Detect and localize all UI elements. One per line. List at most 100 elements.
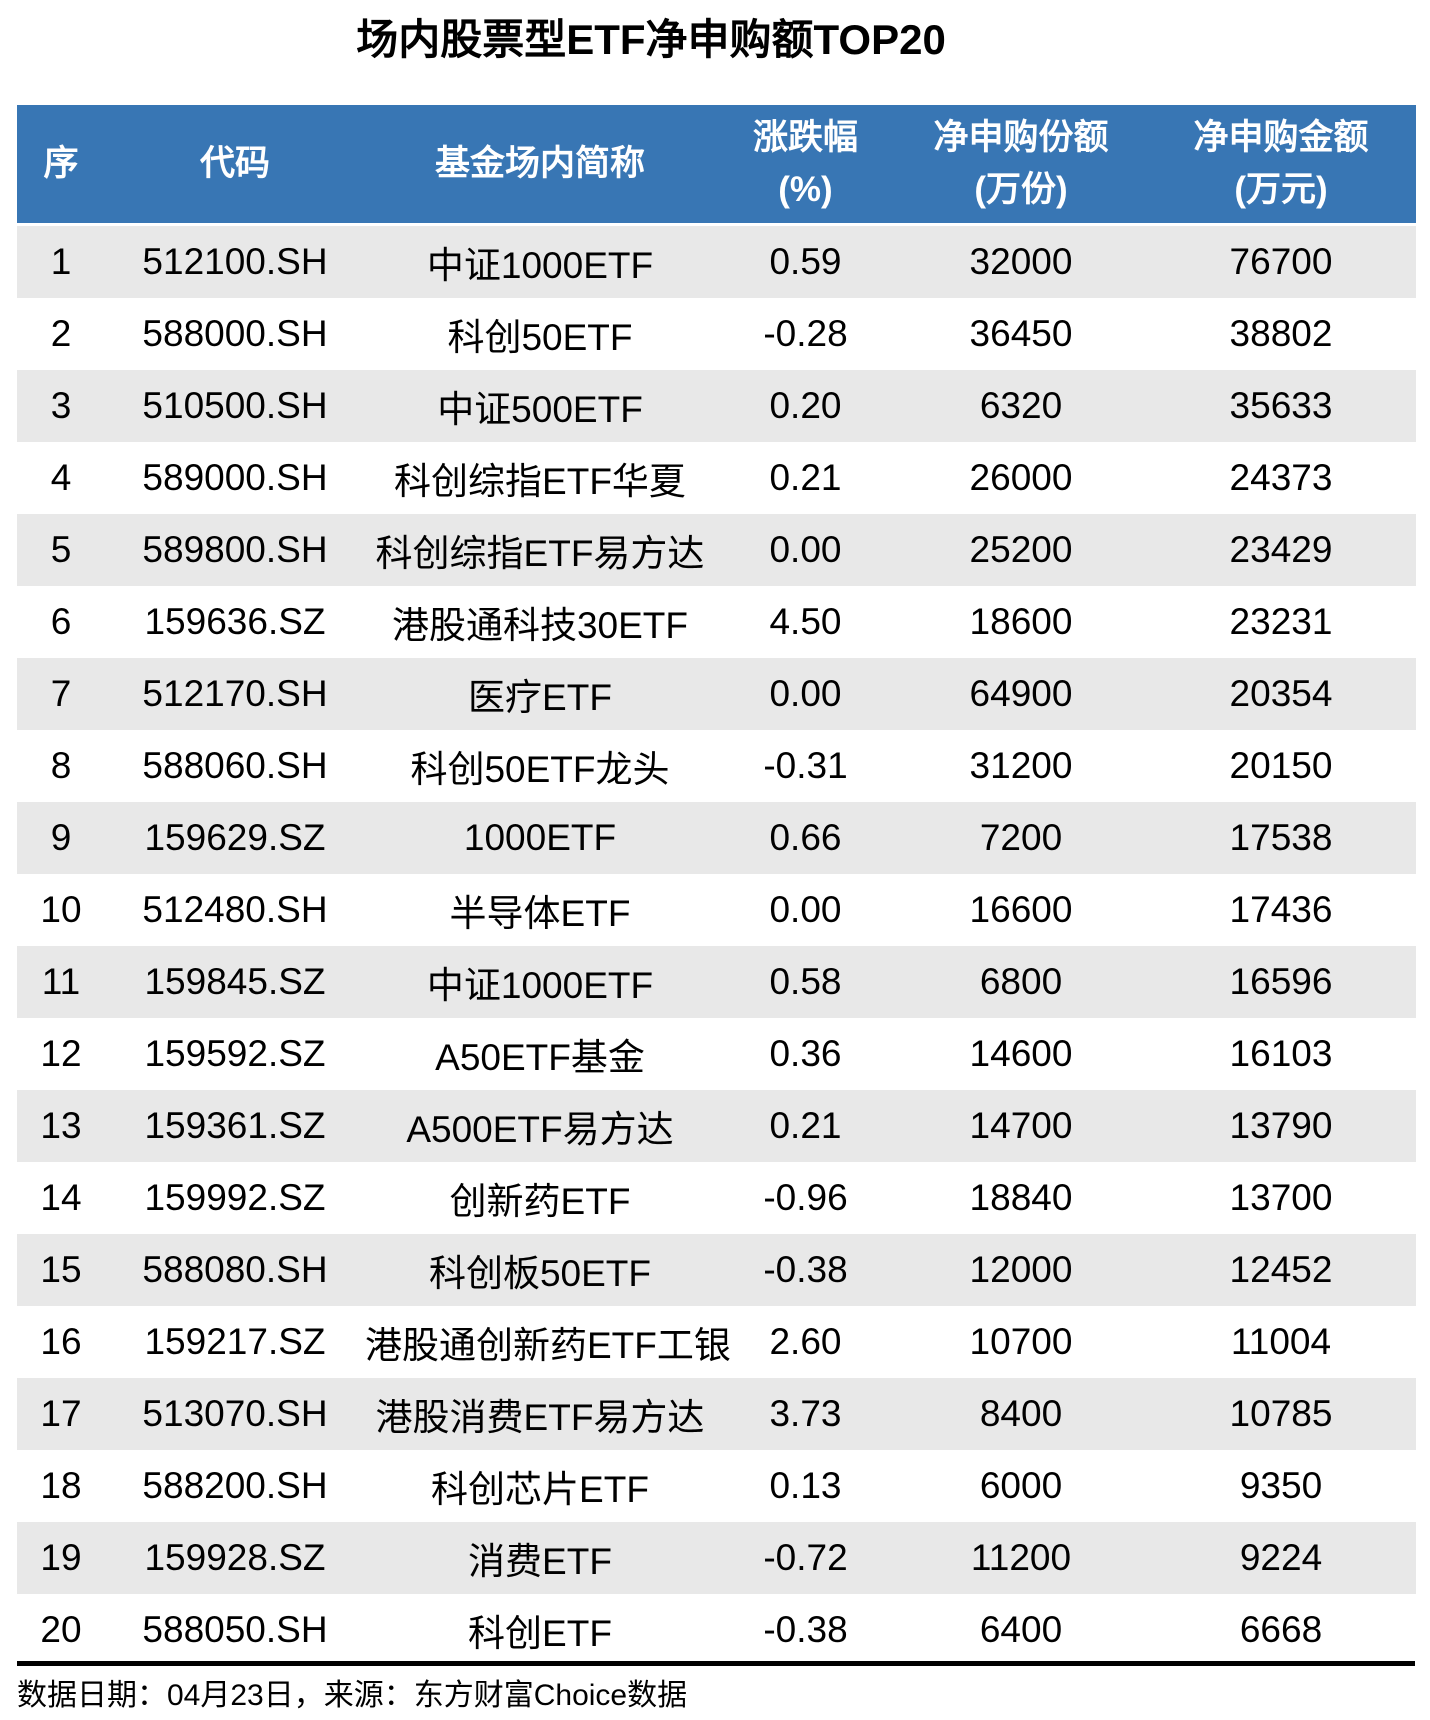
cell-net-shares: 11200 (896, 1522, 1146, 1594)
cell-code: 159361.SZ (105, 1090, 365, 1162)
table-row: 20 588050.SH 科创ETF -0.38 6400 6668 (17, 1594, 1416, 1666)
table-row: 2 588000.SH 科创50ETF -0.28 36450 38802 (17, 298, 1416, 370)
cell-net-amount: 38802 (1146, 298, 1416, 370)
cell-change-pct: 0.36 (715, 1018, 896, 1090)
cell-rank: 15 (17, 1234, 105, 1306)
cell-code: 159629.SZ (105, 802, 365, 874)
cell-net-shares: 6000 (896, 1450, 1146, 1522)
etf-table-body: 1 512100.SH 中证1000ETF 0.59 32000 76700 2… (17, 224, 1416, 1666)
cell-code: 588200.SH (105, 1450, 365, 1522)
cell-rank: 20 (17, 1594, 105, 1666)
cell-fund-name: 港股消费ETF易方达 (365, 1378, 715, 1450)
cell-rank: 17 (17, 1378, 105, 1450)
cell-change-pct: 0.13 (715, 1450, 896, 1522)
cell-change-pct: -0.28 (715, 298, 896, 370)
cell-code: 159928.SZ (105, 1522, 365, 1594)
col-header-rank: 序 (17, 105, 105, 226)
table-row: 10 512480.SH 半导体ETF 0.00 16600 17436 (17, 874, 1416, 946)
table-row: 6 159636.SZ 港股通科技30ETF 4.50 18600 23231 (17, 586, 1416, 658)
cell-net-amount: 13700 (1146, 1162, 1416, 1234)
cell-net-amount: 9350 (1146, 1450, 1416, 1522)
cell-fund-name: 科创综指ETF易方达 (365, 514, 715, 586)
cell-change-pct: -0.38 (715, 1594, 896, 1666)
cell-change-pct: 3.73 (715, 1378, 896, 1450)
cell-net-shares: 16600 (896, 874, 1146, 946)
table-row: 5 589800.SH 科创综指ETF易方达 0.00 25200 23429 (17, 514, 1416, 586)
cell-net-shares: 64900 (896, 658, 1146, 730)
cell-rank: 3 (17, 370, 105, 442)
cell-code: 510500.SH (105, 370, 365, 442)
cell-net-shares: 31200 (896, 730, 1146, 802)
cell-fund-name: 港股通科技30ETF (365, 586, 715, 658)
cell-net-shares: 36450 (896, 298, 1146, 370)
cell-change-pct: 0.00 (715, 874, 896, 946)
cell-net-shares: 10700 (896, 1306, 1146, 1378)
cell-code: 512480.SH (105, 874, 365, 946)
cell-code: 159592.SZ (105, 1018, 365, 1090)
cell-net-shares: 7200 (896, 802, 1146, 874)
cell-fund-name: 科创芯片ETF (365, 1450, 715, 1522)
table-row: 7 512170.SH 医疗ETF 0.00 64900 20354 (17, 658, 1416, 730)
table-row: 8 588060.SH 科创50ETF龙头 -0.31 31200 20150 (17, 730, 1416, 802)
cell-rank: 12 (17, 1018, 105, 1090)
cell-net-shares: 26000 (896, 442, 1146, 514)
table-row: 9 159629.SZ 1000ETF 0.66 7200 17538 (17, 802, 1416, 874)
cell-rank: 13 (17, 1090, 105, 1162)
cell-net-shares: 8400 (896, 1378, 1146, 1450)
cell-net-shares: 6400 (896, 1594, 1146, 1666)
cell-change-pct: 0.21 (715, 442, 896, 514)
cell-rank: 6 (17, 586, 105, 658)
cell-net-amount: 16103 (1146, 1018, 1416, 1090)
page-title: 场内股票型ETF净申购额TOP20 (356, 16, 946, 63)
cell-rank: 10 (17, 874, 105, 946)
cell-code: 588000.SH (105, 298, 365, 370)
cell-fund-name: 半导体ETF (365, 874, 715, 946)
cell-rank: 16 (17, 1306, 105, 1378)
cell-rank: 7 (17, 658, 105, 730)
cell-change-pct: -0.96 (715, 1162, 896, 1234)
table-row: 14 159992.SZ 创新药ETF -0.96 18840 13700 (17, 1162, 1416, 1234)
cell-change-pct: 0.20 (715, 370, 896, 442)
cell-code: 512170.SH (105, 658, 365, 730)
cell-fund-name: 医疗ETF (365, 658, 715, 730)
cell-net-amount: 23429 (1146, 514, 1416, 586)
table-row: 13 159361.SZ A500ETF易方达 0.21 14700 13790 (17, 1090, 1416, 1162)
cell-net-amount: 9224 (1146, 1522, 1416, 1594)
cell-fund-name: A500ETF易方达 (365, 1090, 715, 1162)
cell-change-pct: -0.72 (715, 1522, 896, 1594)
cell-net-shares: 32000 (896, 224, 1146, 298)
cell-fund-name: 科创50ETF (365, 298, 715, 370)
cell-change-pct: -0.31 (715, 730, 896, 802)
table-row: 1 512100.SH 中证1000ETF 0.59 32000 76700 (17, 224, 1416, 298)
cell-rank: 14 (17, 1162, 105, 1234)
cell-net-shares: 18600 (896, 586, 1146, 658)
cell-change-pct: -0.38 (715, 1234, 896, 1306)
cell-fund-name: 中证500ETF (365, 370, 715, 442)
cell-change-pct: 0.66 (715, 802, 896, 874)
cell-net-amount: 76700 (1146, 224, 1416, 298)
etf-table: 序 代码 基金场内简称 涨跌幅 (%) 净申购份额 (万份) (17, 105, 1416, 1666)
col-header-net-shares-unit: (万份) (974, 170, 1068, 209)
cell-net-amount: 12452 (1146, 1234, 1416, 1306)
cell-net-amount: 6668 (1146, 1594, 1416, 1666)
cell-net-amount: 35633 (1146, 370, 1416, 442)
cell-fund-name: 1000ETF (365, 802, 715, 874)
etf-table-header: 序 代码 基金场内简称 涨跌幅 (%) 净申购份额 (万份) (17, 105, 1416, 226)
cell-rank: 2 (17, 298, 105, 370)
cell-fund-name: 科创综指ETF华夏 (365, 442, 715, 514)
cell-code: 588080.SH (105, 1234, 365, 1306)
cell-net-shares: 14600 (896, 1018, 1146, 1090)
cell-net-amount: 20150 (1146, 730, 1416, 802)
cell-fund-name: 科创ETF (365, 1594, 715, 1666)
cell-code: 512100.SH (105, 224, 365, 298)
cell-code: 159992.SZ (105, 1162, 365, 1234)
table-row: 12 159592.SZ A50ETF基金 0.36 14600 16103 (17, 1018, 1416, 1090)
table-row: 19 159928.SZ 消费ETF -0.72 11200 9224 (17, 1522, 1416, 1594)
cell-fund-name: 消费ETF (365, 1522, 715, 1594)
cell-change-pct: 2.60 (715, 1306, 896, 1378)
cell-code: 159636.SZ (105, 586, 365, 658)
cell-net-amount: 13790 (1146, 1090, 1416, 1162)
col-header-net-amount-unit: (万元) (1234, 170, 1328, 209)
cell-net-amount: 20354 (1146, 658, 1416, 730)
header-row: 序 代码 基金场内简称 涨跌幅 (%) 净申购份额 (万份) (17, 105, 1416, 226)
